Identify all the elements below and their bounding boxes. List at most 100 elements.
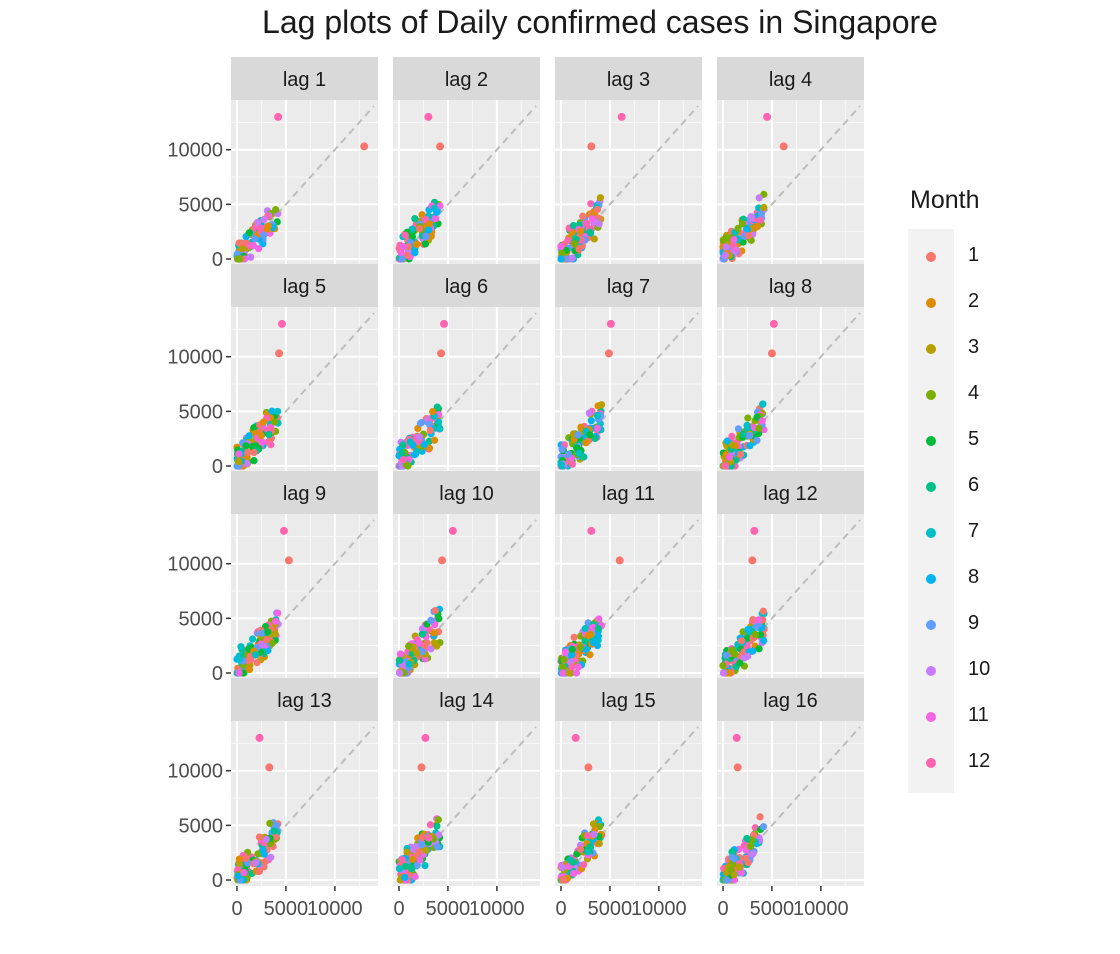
data-point (248, 635, 257, 643)
data-point (434, 418, 443, 426)
data-point (585, 409, 593, 417)
data-point (433, 403, 441, 411)
data-point (416, 856, 424, 864)
data-point (403, 848, 411, 856)
facet-label: lag 6 (445, 276, 488, 298)
data-point (725, 669, 733, 677)
data-point (429, 407, 437, 416)
data-point (427, 616, 435, 624)
data-point (409, 855, 417, 864)
reference-line (560, 726, 699, 881)
data-point (584, 763, 593, 772)
data-point (722, 243, 730, 251)
data-point (749, 615, 757, 624)
data-point (720, 669, 728, 677)
legend-item: 3 (908, 327, 1008, 373)
data-point (250, 457, 258, 465)
data-point (418, 841, 426, 849)
data-point (237, 643, 245, 651)
data-point (729, 441, 737, 449)
facet-strip (231, 471, 378, 514)
data-point (617, 112, 626, 121)
data-point (723, 437, 731, 445)
data-point (558, 863, 566, 872)
y-tick-label: 10000 (167, 554, 223, 576)
data-point (259, 846, 267, 854)
facet-label: lag 12 (763, 483, 818, 505)
data-point (235, 450, 243, 458)
data-point (433, 208, 441, 216)
x-tick-label: 5000 (264, 898, 309, 920)
data-point (568, 663, 576, 671)
data-point (284, 556, 293, 565)
legend-key (926, 574, 936, 584)
data-point (579, 212, 587, 220)
data-point (595, 220, 603, 228)
data-point (235, 457, 243, 466)
legend-title: Month (910, 186, 980, 214)
facet-label: lag 13 (277, 690, 332, 712)
data-point (415, 433, 423, 441)
data-point (436, 142, 445, 151)
data-point (572, 669, 581, 677)
data-point (415, 639, 423, 647)
data-point (245, 432, 253, 440)
data-point (586, 843, 594, 851)
x-tick-label: 5000 (588, 898, 633, 920)
reference-line (398, 312, 537, 467)
data-point (404, 243, 412, 251)
data-point (413, 649, 421, 657)
data-point (430, 436, 439, 444)
data-point (430, 629, 438, 637)
facet-strip (393, 678, 540, 721)
data-point (425, 444, 434, 452)
data-point (586, 228, 594, 236)
data-point (571, 733, 580, 742)
data-point (271, 630, 279, 638)
data-point (396, 650, 404, 658)
data-point (579, 861, 588, 869)
x-tick-label: 10000 (469, 898, 525, 920)
data-point (257, 629, 266, 637)
legend-label: 6 (968, 474, 980, 496)
facet-label: lag 4 (769, 69, 812, 91)
data-point (722, 876, 731, 884)
facet-label: lag 10 (439, 483, 494, 505)
legend-item: 1 (908, 235, 1008, 281)
data-point (360, 142, 369, 151)
data-point (427, 645, 435, 653)
data-point (421, 240, 430, 248)
data-point (396, 669, 404, 677)
data-point (410, 451, 419, 459)
x-tick-label: 0 (393, 898, 404, 920)
data-point (405, 660, 413, 668)
data-point (591, 434, 599, 442)
data-point (417, 763, 426, 772)
data-point (596, 194, 605, 202)
y-tick-label: 0 (212, 870, 223, 892)
data-point (568, 645, 576, 654)
data-point (413, 240, 421, 249)
data-point (589, 820, 598, 828)
data-point (434, 816, 442, 824)
y-tick-label: 5000 (179, 815, 224, 837)
data-point (274, 609, 282, 617)
data-point (594, 632, 602, 640)
x-tick-label: 5000 (750, 898, 795, 920)
data-point (733, 763, 742, 772)
data-point (255, 733, 264, 742)
reference-line (722, 105, 861, 260)
data-point (235, 669, 243, 677)
legend: Month 1 2 3 4 5 6 7 8 9 10 11 12 (908, 186, 1008, 793)
data-point (558, 663, 567, 671)
reference-line (398, 726, 537, 881)
data-point (756, 813, 764, 821)
data-point (574, 663, 583, 671)
data-point (760, 203, 768, 212)
data-point (557, 242, 565, 251)
legend-key (926, 758, 936, 768)
data-point (725, 453, 734, 461)
y-tick-label: 0 (212, 663, 223, 685)
data-point (256, 224, 264, 232)
